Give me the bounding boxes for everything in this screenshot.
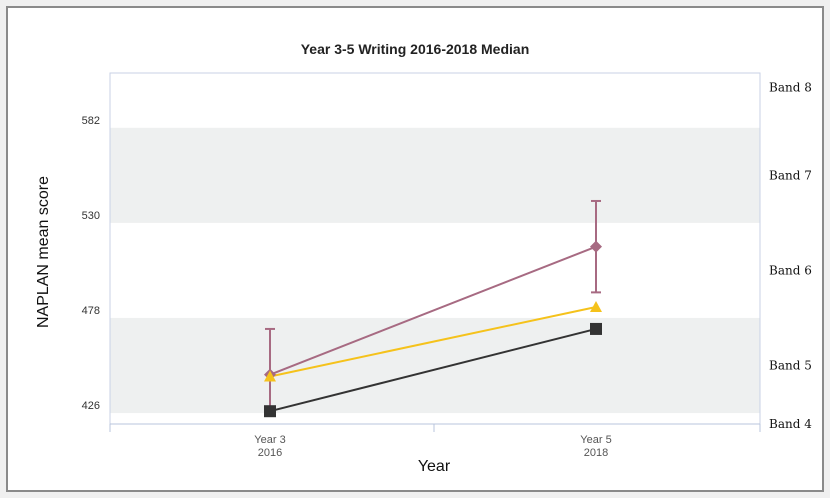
band-label: Band 7 — [769, 168, 812, 182]
square-point — [590, 322, 602, 335]
series-line-triangle — [269, 306, 597, 378]
x-tick-label: Year 5 — [580, 434, 611, 446]
series-layer — [264, 199, 602, 418]
band-shade-0 — [110, 317, 760, 414]
diamond-point — [590, 240, 602, 253]
band-label: Band 6 — [769, 263, 812, 277]
band-label: Band 5 — [769, 359, 812, 373]
x-tick-label: 2016 — [258, 447, 282, 459]
series-line-square — [269, 327, 597, 413]
band-shade-2 — [110, 127, 760, 223]
triangle-point — [264, 370, 276, 382]
chart-title: Year 3-5 Writing 2016-2018 Median — [301, 41, 530, 57]
y-axis-label: NAPLAN mean score — [35, 176, 52, 328]
band-label: Band 8 — [769, 81, 812, 95]
square-point — [264, 405, 276, 418]
y-tick-layer: 426 478 530 582 — [82, 115, 100, 412]
x-tick-label: Year 3 — [254, 434, 285, 446]
triangle-point — [590, 301, 602, 312]
y-tick-label: 530 — [82, 210, 100, 222]
x-axis-label: Year — [418, 458, 451, 475]
band-label: Band 4 — [769, 417, 812, 431]
y-tick-label: 426 — [82, 400, 100, 412]
y-tick-label: 478 — [82, 305, 100, 317]
series-line-diamond — [269, 245, 597, 376]
x-tick-label: 2018 — [584, 447, 608, 459]
band-shading-layer — [110, 127, 760, 414]
band-label-layer: Band 8 Band 7 Band 6 Band 5 Band 4 — [769, 81, 812, 431]
y-tick-label: 582 — [82, 115, 100, 127]
